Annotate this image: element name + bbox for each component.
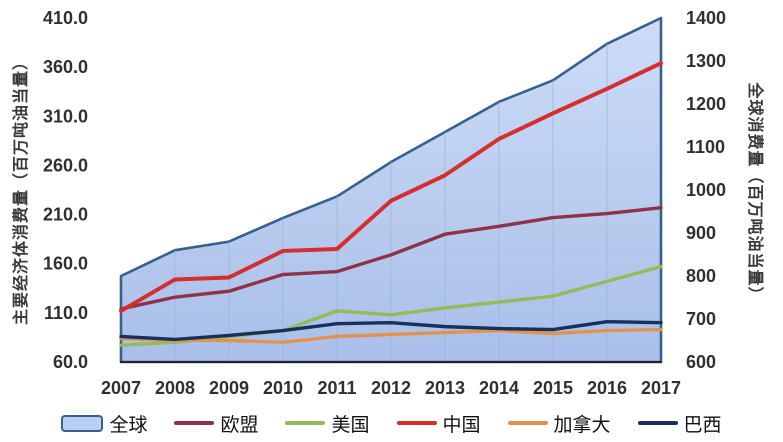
left-axis-tick: 260.0 [43, 155, 88, 175]
x-axis-tick: 2008 [155, 378, 195, 398]
right-axis-tick: 800 [686, 266, 716, 286]
legend-label-us: 美国 [331, 414, 370, 436]
x-axis-tick: 2016 [587, 378, 627, 398]
legend-label-china: 中国 [442, 414, 481, 436]
x-axis-tick: 2009 [209, 378, 249, 398]
x-axis-tick: 2014 [479, 378, 519, 398]
left-axis-tick: 210.0 [43, 205, 88, 225]
x-axis-tick: 2015 [533, 378, 573, 398]
right-axis-tick: 1200 [686, 94, 726, 114]
right-axis-tick: 1300 [686, 51, 726, 71]
line-series-eu [119, 205, 663, 311]
x-axis-tick: 2012 [371, 378, 411, 398]
left-axis-tick: 110.0 [44, 303, 88, 323]
legend-line-swatch-china [396, 421, 437, 425]
line-series-brazil [119, 320, 663, 342]
legend-label-global: 全球 [109, 414, 148, 436]
left-axis-tick: 360.0 [43, 57, 88, 77]
legend-item-global: 全球 [61, 410, 147, 437]
legend-line-swatch-eu [174, 421, 215, 425]
right-axis-tick: 1400 [686, 8, 726, 28]
line-series-canada [119, 327, 663, 345]
left-axis-tick: 410.0 [43, 8, 88, 28]
legend-line-swatch-canada [507, 421, 548, 425]
left-axis-tick: 160.0 [43, 254, 88, 274]
right-axis-tick: 700 [686, 309, 716, 329]
legend-label-canada: 加拿大 [553, 414, 611, 436]
right-axis-tick: 1000 [686, 180, 726, 200]
x-axis-tick: 2007 [101, 378, 141, 398]
legend-item-brazil: 巴西 [637, 410, 722, 437]
x-axis-tick: 2017 [641, 378, 681, 398]
legend-line-swatch-brazil [637, 421, 678, 425]
left-axis-title: 主要经济体消费量（百万吨油当量） [13, 53, 30, 326]
right-axis-tick: 1100 [686, 137, 725, 157]
x-axis-tick: 2010 [263, 378, 303, 398]
legend: 全球 欧盟 美国 中国 加拿大 巴西 [0, 407, 783, 439]
left-axis-tick: 310.0 [43, 106, 88, 126]
left-axis-tick: 60.0 [53, 352, 88, 372]
right-axis-tick: 900 [686, 223, 716, 243]
legend-item-canada: 加拿大 [507, 410, 611, 437]
right-axis-tick: 600 [686, 352, 716, 372]
legend-label-eu: 欧盟 [220, 414, 259, 436]
right-axis-title: 全球消费量（百万吨油当量） [746, 82, 763, 304]
legend-item-eu: 欧盟 [174, 410, 258, 437]
legend-line-swatch-us [285, 421, 326, 425]
x-axis-tick: 2013 [425, 378, 465, 398]
legend-area-swatch-global [61, 414, 104, 432]
legend-item-china: 中国 [396, 410, 481, 437]
legend-item-us: 美国 [285, 410, 370, 437]
legend-label-brazil: 巴西 [683, 414, 722, 436]
line-series-china [119, 61, 663, 313]
x-axis-tick: 2011 [317, 378, 356, 398]
